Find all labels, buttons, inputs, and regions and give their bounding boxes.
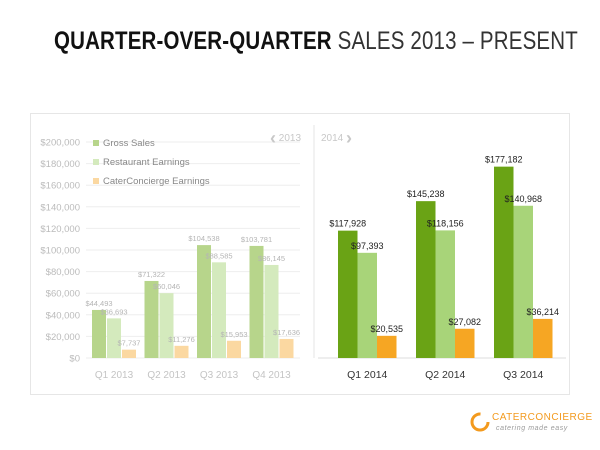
title-bold: QUARTER-OVER-QUARTER bbox=[54, 27, 332, 55]
data-label: $17,636 bbox=[273, 328, 300, 337]
data-label: $60,046 bbox=[153, 282, 180, 291]
data-label: $36,693 bbox=[100, 307, 127, 316]
y-tick-label: $100,000 bbox=[40, 246, 80, 257]
legend-swatch bbox=[93, 159, 99, 165]
y-tick-label: $160,000 bbox=[40, 181, 80, 192]
y-tick-label: $200,000 bbox=[40, 138, 80, 149]
category-label: Q3 2013 bbox=[200, 370, 239, 381]
category-label: Q3 2014 bbox=[503, 369, 543, 381]
bar bbox=[455, 328, 475, 358]
bar bbox=[122, 349, 136, 358]
data-label: $36,214 bbox=[526, 307, 559, 317]
bar bbox=[249, 245, 264, 358]
bar bbox=[513, 205, 533, 358]
data-label: $88,585 bbox=[205, 251, 232, 260]
data-label: $145,238 bbox=[407, 189, 445, 199]
y-tick-label: $120,000 bbox=[40, 224, 80, 235]
bar bbox=[174, 345, 189, 358]
legend-label: Restaurant Earnings bbox=[103, 157, 190, 168]
data-label: $177,182 bbox=[485, 155, 523, 165]
bar bbox=[159, 293, 174, 358]
data-label: $7,737 bbox=[118, 339, 141, 348]
data-label: $27,082 bbox=[448, 317, 481, 327]
bar bbox=[357, 252, 377, 358]
legend-label: CaterConcierge Earnings bbox=[103, 176, 210, 187]
data-label: $97,393 bbox=[351, 241, 384, 251]
category-label: Q1 2014 bbox=[347, 369, 387, 381]
bar bbox=[92, 309, 106, 358]
data-label: $103,781 bbox=[241, 235, 272, 244]
bar bbox=[212, 262, 226, 358]
page-title: QUARTER-OVER-QUARTER SALES 2013 – PRESEN… bbox=[54, 27, 578, 56]
prev-year-nav[interactable]: ‹ 2013 bbox=[270, 128, 301, 149]
logo-name: CATERCONCIERGE bbox=[492, 412, 593, 423]
category-label: Q2 2014 bbox=[425, 369, 465, 381]
bar bbox=[279, 338, 294, 358]
category-label: Q1 2013 bbox=[95, 370, 134, 381]
next-year-nav[interactable]: 2014 › bbox=[321, 128, 352, 149]
title-light: SALES 2013 – PRESENT bbox=[337, 27, 578, 55]
logo-icon bbox=[470, 412, 490, 432]
bar bbox=[264, 264, 279, 358]
data-label: $117,928 bbox=[329, 219, 366, 229]
data-label: $71,322 bbox=[138, 270, 165, 279]
bar bbox=[144, 280, 159, 358]
category-label: Q4 2013 bbox=[252, 370, 291, 381]
y-tick-label: $40,000 bbox=[46, 310, 80, 321]
bar bbox=[416, 201, 436, 358]
bar bbox=[197, 245, 211, 358]
chevron-left-icon: ‹ bbox=[270, 128, 276, 148]
data-label: $86,145 bbox=[258, 254, 285, 263]
y-tick-label: $60,000 bbox=[46, 289, 80, 300]
logo-tagline: catering made easy bbox=[496, 425, 568, 432]
bar bbox=[533, 318, 553, 358]
data-label: $15,953 bbox=[220, 330, 247, 339]
legend-label: Gross Sales bbox=[103, 138, 155, 149]
y-tick-label: $80,000 bbox=[46, 267, 80, 278]
bar bbox=[227, 340, 241, 358]
category-label: Q2 2013 bbox=[147, 370, 186, 381]
y-tick-label: $0 bbox=[69, 354, 80, 365]
y-tick-label: $140,000 bbox=[40, 202, 80, 213]
data-label: $44,493 bbox=[85, 299, 112, 308]
bar bbox=[494, 166, 514, 358]
data-label: $140,968 bbox=[504, 194, 542, 204]
bar bbox=[435, 230, 455, 358]
bar bbox=[107, 318, 121, 358]
chevron-right-icon: › bbox=[346, 128, 353, 148]
data-label: $104,538 bbox=[188, 234, 219, 243]
data-label: $118,156 bbox=[427, 218, 464, 228]
y-tick-label: $180,000 bbox=[40, 159, 80, 170]
prev-year-label: 2013 bbox=[278, 133, 302, 145]
next-year-label: 2014 bbox=[321, 133, 344, 145]
legend-swatch bbox=[93, 140, 99, 146]
data-label: $20,535 bbox=[370, 324, 403, 334]
data-label: $11,276 bbox=[168, 335, 195, 344]
bar bbox=[338, 230, 358, 358]
y-tick-label: $20,000 bbox=[46, 332, 80, 343]
legend-swatch bbox=[93, 178, 99, 184]
bar bbox=[377, 335, 397, 358]
